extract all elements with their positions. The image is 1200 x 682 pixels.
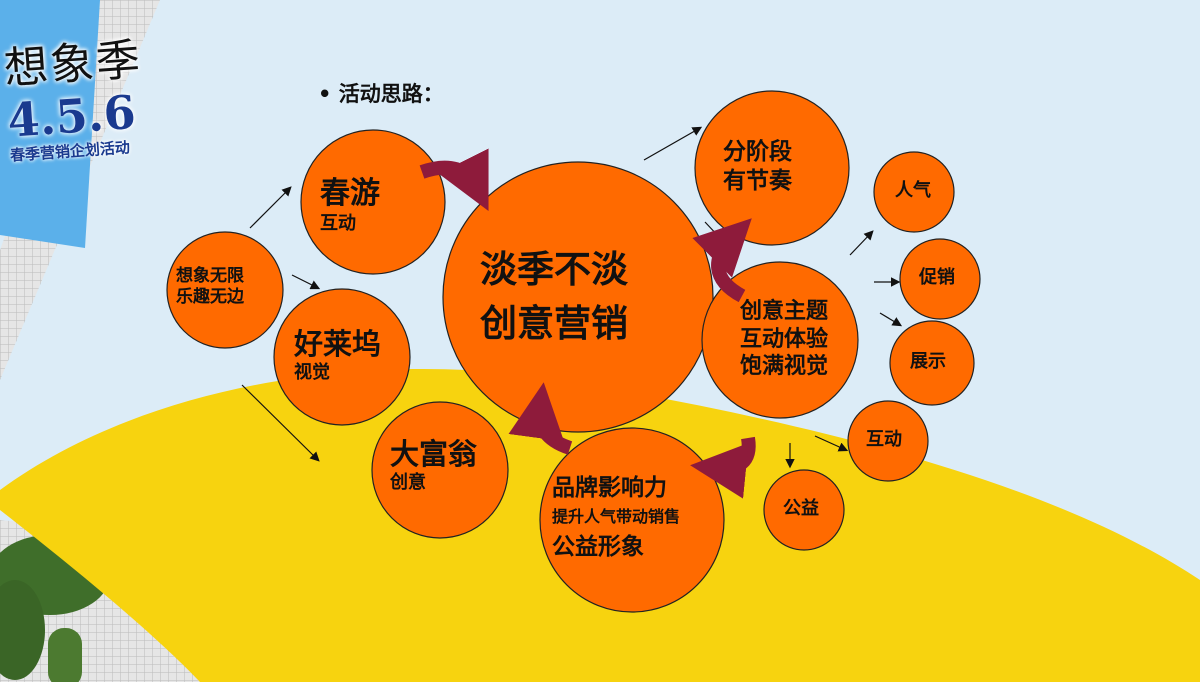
node-phase: 分阶段 有节奏	[723, 138, 792, 196]
logo: 想象季 4.5.6 春季营销企划活动	[2, 23, 149, 165]
circle-display	[889, 320, 975, 406]
node-spring: 春游 互动	[320, 175, 380, 235]
curved-arrow	[419, 148, 489, 212]
circle-popularity	[873, 151, 955, 233]
circle-center	[442, 161, 714, 433]
node-origin: 想象无限 乐趣无边	[176, 266, 244, 309]
node-text: 品牌影响力	[552, 475, 667, 501]
node-promotion: 促销	[919, 267, 955, 288]
node-text: 想象无限	[176, 266, 244, 286]
curved-arrows	[419, 148, 756, 499]
arrows	[241, 126, 903, 469]
node-text: 淡季不淡	[480, 248, 628, 291]
arrow	[814, 435, 849, 452]
node-interaction: 互动	[866, 429, 902, 450]
node-text: 乐趣无边	[176, 287, 244, 308]
circle-origin	[166, 231, 284, 349]
node-text: 创意营销	[480, 301, 628, 345]
circle-monopoly	[371, 401, 509, 539]
circle-interaction	[847, 400, 929, 482]
arrow	[643, 126, 703, 161]
node-display: 展示	[910, 351, 946, 372]
cucumber	[48, 628, 82, 682]
node-brand: 品牌影响力 提升人气带动销售 公益形象	[552, 474, 680, 562]
node-text: 提升人气带动销售	[552, 506, 681, 526]
node-text: 互动体验	[740, 326, 829, 352]
node-text: 公益形象	[552, 533, 644, 560]
arrow	[241, 384, 320, 462]
arrow	[849, 230, 874, 256]
node-text: 互动	[320, 212, 356, 234]
arrow	[704, 221, 722, 240]
node-text: 分阶段	[723, 139, 792, 165]
node-text: 好莱坞	[294, 327, 382, 361]
circle-charity	[763, 469, 845, 551]
curved-arrow	[690, 436, 756, 499]
node-popularity: 人气	[895, 180, 931, 201]
node-theme: 创意主题 互动体验 饱满视觉	[740, 298, 828, 381]
node-text: 创意主题	[740, 299, 829, 324]
curved-arrow	[692, 218, 752, 303]
node-text: 大富翁	[390, 437, 478, 471]
node-text: 视觉	[294, 362, 330, 384]
node-charity: 公益	[783, 498, 819, 519]
node-center: 淡季不淡 创意营销	[480, 243, 628, 350]
circle-hollywood	[273, 288, 411, 426]
heading: • 活动思路：	[318, 82, 444, 106]
node-hollywood: 好莱坞 视觉	[294, 326, 381, 385]
node-text: 创意	[390, 472, 426, 494]
circle-theme	[701, 261, 859, 419]
arrow	[249, 186, 292, 229]
blue-panel	[0, 0, 100, 248]
curved-arrow	[508, 382, 573, 455]
arrow	[879, 312, 903, 327]
circle-phase	[694, 90, 850, 246]
node-text: 有节奏	[723, 167, 792, 194]
arrow	[291, 274, 321, 290]
node-text: 春游	[320, 176, 380, 211]
node-monopoly: 大富翁 创意	[390, 436, 477, 495]
circle-brand	[539, 427, 725, 613]
node-text: 饱满视觉	[740, 354, 829, 379]
